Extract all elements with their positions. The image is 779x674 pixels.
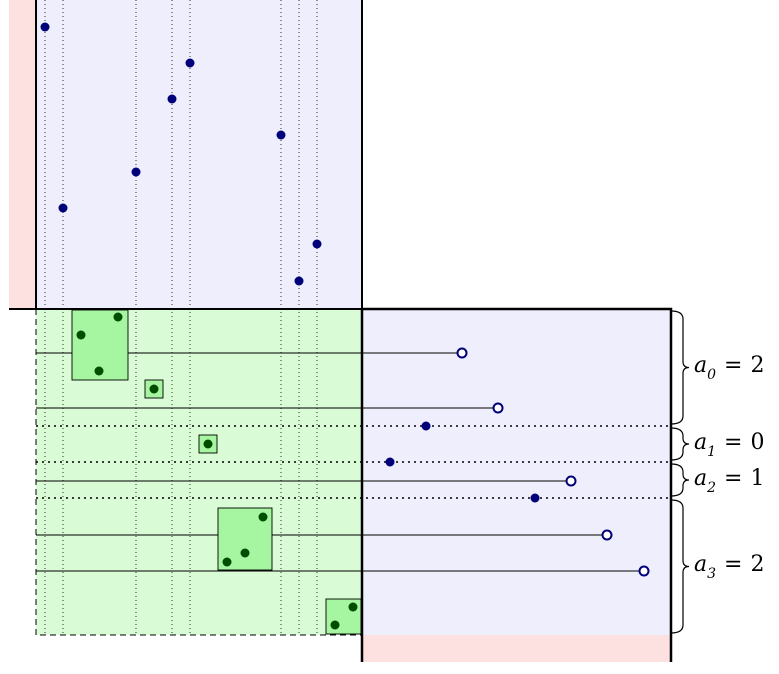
- green-point: [113, 312, 123, 322]
- point: [167, 94, 177, 104]
- open-point: [565, 475, 577, 487]
- separator-point: [530, 493, 540, 503]
- horizontal-separators: [36, 421, 671, 503]
- top-blue-region: [36, 0, 362, 309]
- green-square-dashed-frame: [35, 309, 362, 636]
- label-a1: a1 = 0: [694, 430, 764, 460]
- open-point: [638, 565, 650, 577]
- open-point: [492, 402, 504, 414]
- points: [40, 22, 322, 286]
- open-point: [456, 347, 468, 359]
- point: [40, 22, 50, 32]
- green-point: [149, 384, 159, 394]
- red-strip-bottom: [362, 635, 671, 662]
- green-point: [240, 548, 250, 558]
- frames: [9, 0, 673, 662]
- brace: [670, 499, 690, 634]
- point: [294, 276, 304, 286]
- green-point: [348, 602, 358, 612]
- green-point: [76, 330, 86, 340]
- red-strip-left: [9, 0, 36, 309]
- point: [312, 239, 322, 249]
- right-square-frame: [360, 307, 673, 662]
- labels: a0 = 2 a1 = 0 a2 = 1 a3 = 2: [694, 353, 764, 582]
- label-a3: a3 = 2: [694, 552, 764, 582]
- separator-point: [421, 421, 431, 431]
- label-a0: a0 = 2: [694, 353, 764, 383]
- label-a2: a2 = 1: [694, 466, 764, 496]
- green-point: [94, 366, 104, 376]
- green-point: [330, 620, 340, 630]
- braces: [670, 310, 690, 634]
- green-boxes: [71, 309, 362, 635]
- bottom-right-blue-region: [362, 309, 671, 635]
- point: [276, 130, 286, 140]
- open-point: [601, 529, 613, 541]
- green-point: [222, 557, 232, 567]
- brace: [670, 463, 690, 497]
- green-point: [203, 439, 213, 449]
- separator-point: [385, 457, 395, 467]
- point: [185, 58, 195, 68]
- brace: [670, 310, 690, 425]
- point: [58, 203, 68, 213]
- top-square-frame: [9, 0, 363, 310]
- green-point: [258, 512, 268, 522]
- brace: [670, 427, 690, 461]
- point: [131, 167, 141, 177]
